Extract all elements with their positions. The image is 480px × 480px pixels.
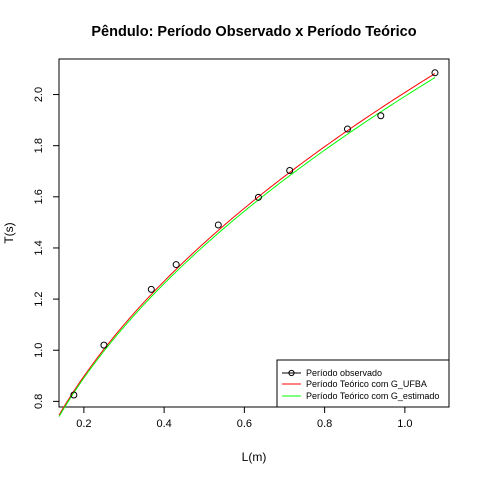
x-tick-label: 0.2 xyxy=(76,418,91,430)
plot-frame xyxy=(58,58,450,408)
curve-g-estimated xyxy=(58,77,436,417)
legend-label-estimated: Período Teórico com G_estimado xyxy=(306,391,439,401)
y-tick-label: 2.0 xyxy=(33,87,45,102)
observed-point xyxy=(377,112,385,120)
legend-label-observed: Período observado xyxy=(306,368,382,378)
observed-point xyxy=(286,166,294,174)
x-axis: 0.2 0.4 0.6 0.8 1.0 xyxy=(76,407,413,430)
chart-title: Pêndulo: Período Observado x Período Teó… xyxy=(91,24,416,40)
legend: Período observado Período Teórico com G_… xyxy=(276,359,450,408)
observed-point xyxy=(172,261,180,269)
observed-points xyxy=(70,69,439,399)
y-tick-label: 1.4 xyxy=(33,240,45,255)
x-tick-label: 0.8 xyxy=(317,418,332,430)
observed-point xyxy=(100,341,108,349)
observed-point xyxy=(343,125,351,133)
legend-box xyxy=(276,359,450,408)
x-tick-label: 0.6 xyxy=(237,418,252,430)
curve-g-ufba xyxy=(58,73,436,416)
y-tick-label: 1.0 xyxy=(33,343,45,358)
legend-label-ufba: Período Teórico com G_UFBA xyxy=(306,379,427,389)
y-axis: 0.8 1.0 1.2 1.4 1.6 1.8 2.0 xyxy=(33,87,59,409)
theoretical-curves xyxy=(58,73,436,417)
y-axis-label: T(s) xyxy=(2,222,16,243)
observed-point xyxy=(70,391,78,399)
legend-marker-observed xyxy=(288,369,295,377)
observed-point xyxy=(214,221,222,229)
x-axis-label: L(m) xyxy=(242,450,267,464)
y-tick-label: 1.6 xyxy=(33,189,45,204)
x-tick-label: 1.0 xyxy=(397,418,412,430)
observed-point xyxy=(254,193,262,201)
x-tick-label: 0.4 xyxy=(156,418,171,430)
observed-point xyxy=(147,285,155,293)
y-tick-label: 1.2 xyxy=(33,291,45,306)
observed-point xyxy=(431,69,439,77)
y-tick-label: 0.8 xyxy=(33,394,45,409)
y-tick-label: 1.8 xyxy=(33,138,45,153)
